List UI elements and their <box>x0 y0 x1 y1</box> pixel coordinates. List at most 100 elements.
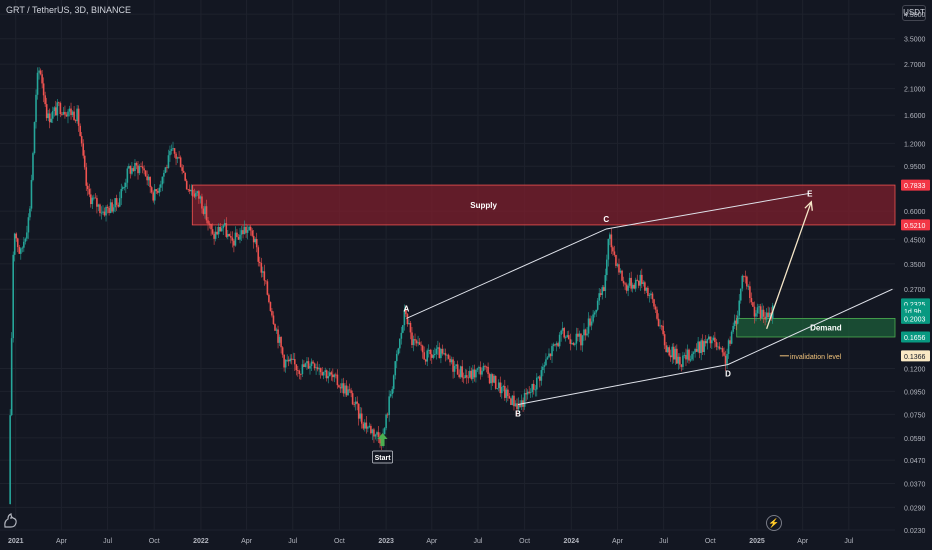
x-tick-label: 2021 <box>8 538 24 545</box>
candle-body <box>701 340 704 353</box>
candle-body <box>74 120 77 122</box>
candle-body <box>389 394 392 397</box>
wave-label-e: E <box>807 189 813 198</box>
candle-body <box>153 189 156 201</box>
candle-body <box>208 223 211 225</box>
currency-button[interactable]: USDT <box>902 5 926 21</box>
candle-body <box>274 324 276 331</box>
candle-body <box>254 239 257 243</box>
candle-body <box>239 234 241 240</box>
candle-body <box>615 254 617 266</box>
candle-body <box>644 282 646 291</box>
candle-body <box>325 370 328 379</box>
candle-body <box>447 354 450 359</box>
candle-body <box>555 343 558 346</box>
candle-body <box>293 359 296 365</box>
candle-body <box>94 197 97 199</box>
candle-body <box>563 328 565 338</box>
candle-body <box>765 312 768 320</box>
lower-channel-line <box>517 288 893 406</box>
candle-body <box>50 118 53 123</box>
candle-body <box>93 197 95 199</box>
candle-body <box>231 237 234 241</box>
price-label-supply <box>901 219 930 231</box>
candle-body <box>45 104 48 119</box>
candle-body <box>350 390 352 394</box>
y-tick-label: 0.0290 <box>904 505 926 512</box>
candle-body <box>301 364 304 375</box>
candle-body <box>720 348 722 349</box>
candle-body <box>371 429 374 434</box>
lightning-icon[interactable]: ⚡ <box>766 515 782 531</box>
candle-body <box>117 204 120 207</box>
candle-body <box>121 187 124 190</box>
candle-body <box>412 339 415 346</box>
candle-body <box>143 168 145 171</box>
candle-body <box>511 395 514 406</box>
candle-body <box>129 165 132 174</box>
candle-body <box>491 374 494 383</box>
candle-body <box>676 348 678 364</box>
candle-body <box>403 309 406 326</box>
candle-body <box>494 375 497 389</box>
demand-zone-label: Demand <box>810 324 842 333</box>
candle-body <box>715 342 718 347</box>
candle-body <box>637 280 640 286</box>
candle-body <box>284 359 287 368</box>
y-tick-label: 2.1000 <box>904 87 926 94</box>
candle-body <box>289 358 292 362</box>
candle-body <box>500 387 503 394</box>
candle-body <box>233 240 235 246</box>
candle-body <box>502 386 505 388</box>
candle-body <box>144 170 147 177</box>
candle-body <box>230 236 232 238</box>
chart-title: GRT / TetherUS, 3D, BINANCE <box>6 5 132 15</box>
candle-body <box>100 212 103 214</box>
candle-body <box>348 389 351 391</box>
candle-body <box>86 185 89 190</box>
tradingview-logo-icon[interactable] <box>2 512 20 530</box>
candle-body <box>458 374 460 378</box>
candle-body <box>685 355 687 360</box>
candle-body <box>335 374 337 376</box>
candle-body <box>29 208 31 218</box>
candle-body <box>275 329 278 331</box>
candle-body <box>557 343 559 347</box>
candle-body <box>758 306 760 308</box>
candle-body <box>420 344 422 346</box>
candle-body <box>666 347 669 353</box>
candle-body <box>173 148 176 154</box>
candle-body <box>467 377 470 379</box>
candle-body <box>77 108 80 126</box>
candle-body <box>534 389 537 391</box>
y-axis: 4.5000 3.5000 2.7000 2.1000 1.6000 1.2000 0.95… <box>904 12 926 535</box>
candle-body <box>424 359 427 362</box>
candle-body <box>182 170 185 173</box>
candle-body <box>9 415 11 505</box>
candle-body <box>761 309 763 319</box>
candle-body <box>636 279 639 281</box>
candle-body <box>499 382 502 394</box>
candle-body <box>475 369 477 378</box>
candle-body <box>587 318 590 334</box>
candle-body <box>625 284 628 291</box>
wave-label-c: C <box>603 215 609 224</box>
x-tick-label: Jul <box>103 538 112 545</box>
candle-body <box>426 350 429 362</box>
demand-zone <box>736 317 896 338</box>
candle-body <box>71 111 74 116</box>
candle-body <box>304 363 307 367</box>
candle-body <box>633 284 636 289</box>
candle-body <box>102 211 104 213</box>
candle-body <box>733 320 736 326</box>
candle-body <box>479 367 482 375</box>
candle-body <box>680 364 683 367</box>
candle-body <box>73 111 75 121</box>
candle-body <box>242 230 244 235</box>
candle-body <box>391 389 393 395</box>
candle-body <box>149 176 151 188</box>
candle-body <box>32 153 34 181</box>
y-tick-label: 1.2000 <box>904 141 926 148</box>
candle-body <box>508 396 511 399</box>
